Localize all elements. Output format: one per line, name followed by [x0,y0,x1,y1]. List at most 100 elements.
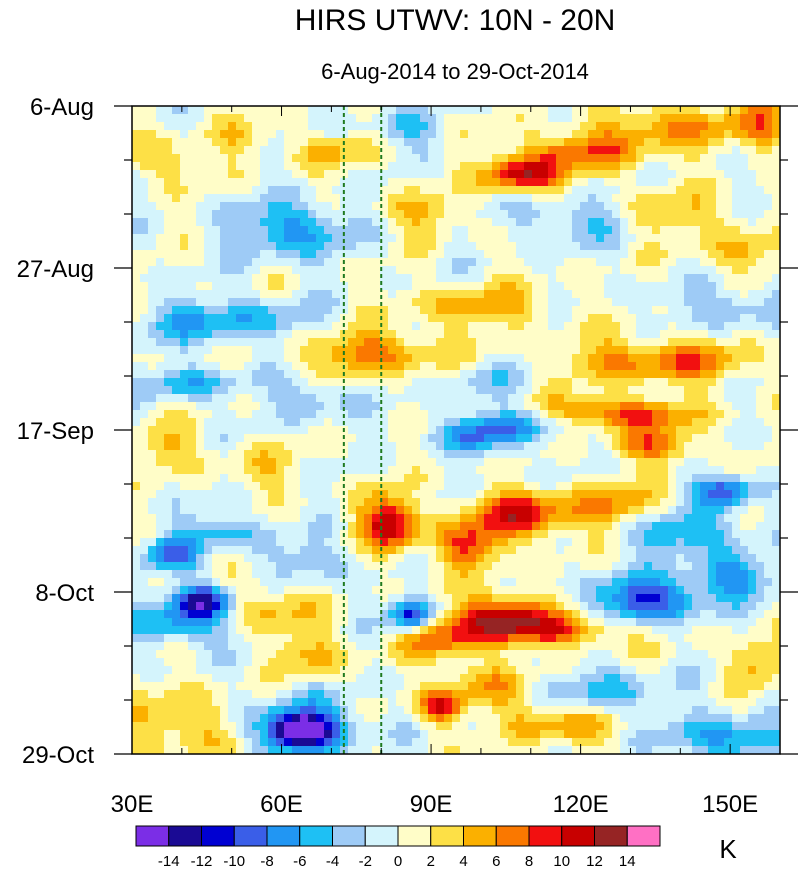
field-cell [140,490,149,499]
field-cell [380,130,389,139]
field-cell [532,354,541,363]
field-cell [348,154,357,163]
field-cell [324,282,333,291]
field-cell [348,386,357,395]
field-cell [748,378,757,387]
field-cell [588,186,597,195]
field-cell [524,538,533,547]
field-cell [468,354,477,363]
field-cell [708,258,717,267]
field-cell [676,546,685,555]
field-cell [556,234,565,243]
field-cell [460,594,469,603]
field-cell [588,386,597,395]
field-cell [356,506,365,515]
field-cell [676,274,685,283]
field-cell [556,274,565,283]
field-cell [732,402,741,411]
field-cell [556,114,565,123]
field-cell [316,402,325,411]
field-cell [444,562,453,571]
field-cell [532,242,541,251]
field-cell [172,538,181,547]
field-cell [340,514,349,523]
field-cell [156,474,165,483]
field-cell [364,242,373,251]
field-cell [188,522,197,531]
field-cell [428,154,437,163]
field-cell [676,570,685,579]
field-cell [524,322,533,331]
field-cell [708,418,717,427]
field-cell [676,442,685,451]
field-cell [756,162,765,171]
field-cell [540,498,549,507]
field-cell [396,458,405,467]
field-cell [220,106,229,115]
field-cell [692,554,701,563]
field-cell [604,258,613,267]
field-cell [276,346,285,355]
field-cell [292,322,301,331]
field-cell [748,226,757,235]
field-cell [564,538,573,547]
field-cell [308,282,317,291]
field-cell [228,226,237,235]
field-cell [452,114,461,123]
field-cell [388,202,397,211]
field-cell [620,346,629,355]
field-cell [676,266,685,275]
field-cell [164,186,173,195]
field-cell [444,266,453,275]
field-cell [220,554,229,563]
field-cell [284,442,293,451]
field-cell [700,242,709,251]
field-cell [404,490,413,499]
field-cell [380,402,389,411]
field-cell [212,562,221,571]
field-cell [692,234,701,243]
field-cell [636,442,645,451]
field-cell [588,410,597,419]
field-cell [140,538,149,547]
field-cell [252,562,261,571]
field-cell [564,570,573,579]
field-cell [436,514,445,523]
field-cell [300,130,309,139]
field-cell [308,466,317,475]
field-cell [532,306,541,315]
field-cell [244,178,253,187]
field-cell [620,378,629,387]
field-cell [388,162,397,171]
field-cell [172,378,181,387]
field-cell [700,554,709,563]
field-cell [580,170,589,179]
field-cell [724,226,733,235]
field-cell [300,186,309,195]
field-cell [380,394,389,403]
field-cell [668,442,677,451]
field-cell [284,130,293,139]
field-cell [676,130,685,139]
field-cell [596,338,605,347]
field-cell [524,562,533,571]
field-cell [284,402,293,411]
field-cell [188,386,197,395]
field-cell [716,266,725,275]
field-cell [684,242,693,251]
field-cell [308,226,317,235]
field-cell [260,290,269,299]
field-cell [556,546,565,555]
field-cell [508,466,517,475]
field-cell [700,330,709,339]
field-cell [732,378,741,387]
field-cell [692,226,701,235]
field-cell [380,218,389,227]
field-cell [716,298,725,307]
field-cell [172,362,181,371]
field-cell [540,442,549,451]
field-cell [532,210,541,219]
field-cell [652,170,661,179]
field-cell [476,522,485,531]
field-cell [412,586,421,595]
